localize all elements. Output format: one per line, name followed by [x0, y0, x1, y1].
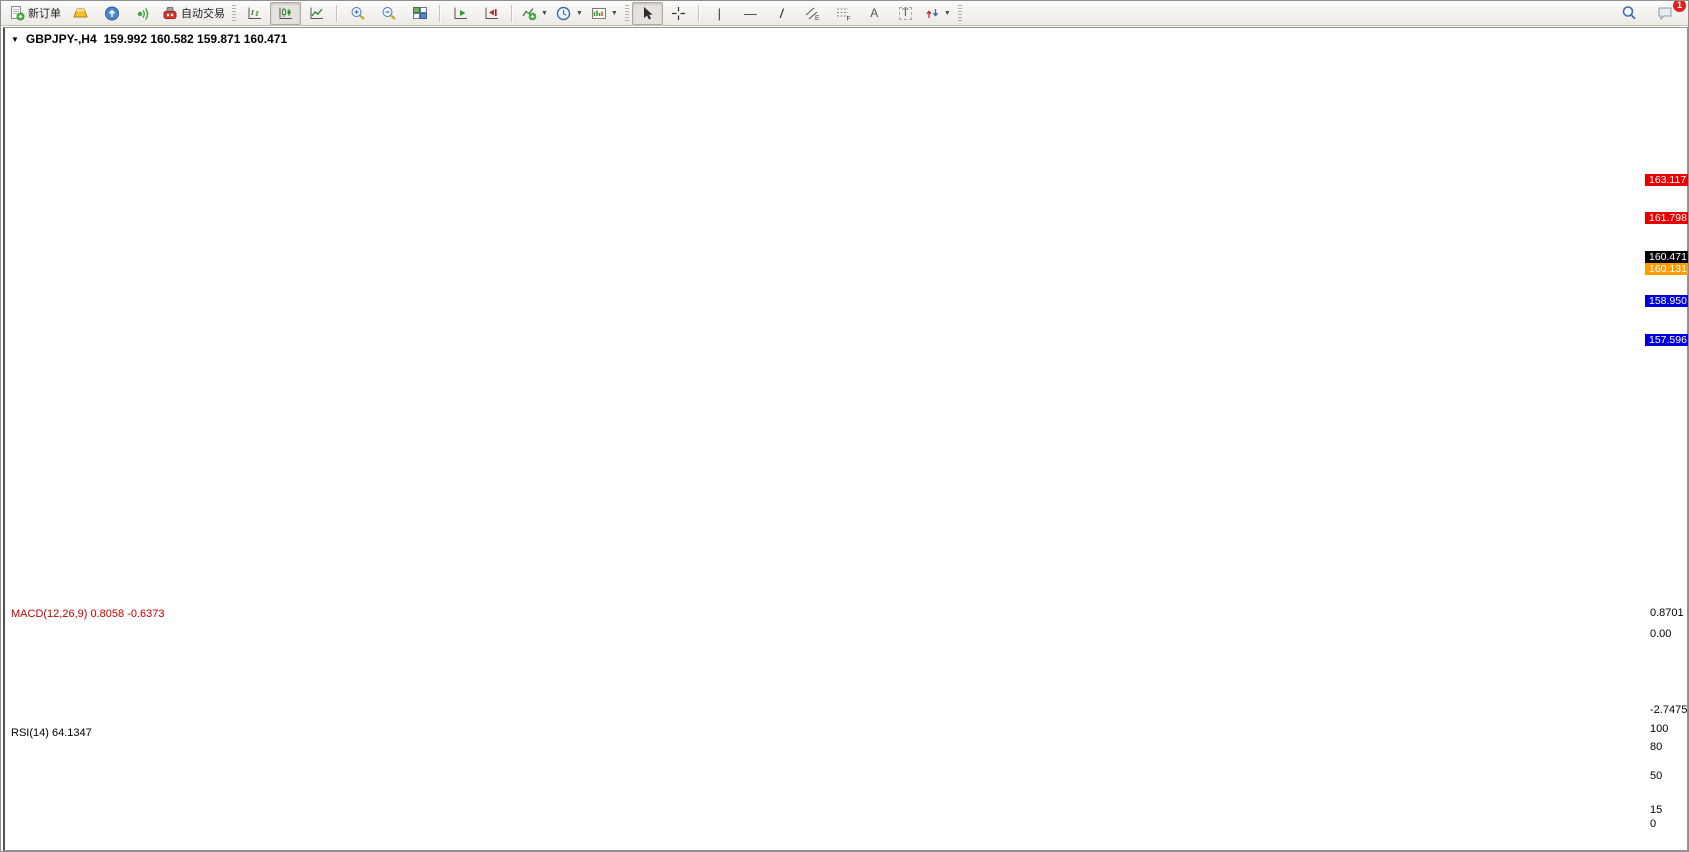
toolbar-separator [336, 4, 338, 22]
trendline-icon: / [778, 5, 784, 21]
templates-icon [591, 7, 606, 19]
community-chat-button[interactable]: 1 [1650, 1, 1686, 25]
periods-button[interactable]: ▼ [552, 2, 587, 25]
fibonacci-tool-button[interactable]: F [828, 2, 859, 25]
zoom-out-icon [382, 6, 396, 20]
vertical-line-icon: | [717, 5, 721, 21]
rsi-axis-80: 80 [1650, 741, 1663, 753]
chart-plot-area[interactable] [9, 29, 1642, 831]
arrows-dropdown-caret: ▼ [943, 9, 951, 17]
crosshair-tool-button[interactable] [663, 2, 694, 25]
auto-trading-label: 自动交易 [181, 8, 225, 20]
toolbar-grip [624, 4, 629, 22]
publish-icon [104, 6, 119, 20]
fibonacci-icon: F [836, 8, 850, 21]
text-label-icon: T [898, 6, 912, 20]
indicators-icon [522, 7, 537, 20]
bar-chart-button[interactable] [239, 2, 270, 25]
candlestick-chart-icon [279, 7, 292, 19]
search-button[interactable] [1613, 2, 1644, 25]
indicators-dropdown-caret: ▼ [541, 9, 548, 17]
chart-title-overlay: ▼ GBPJPY-,H4 159.992 160.582 159.871 160… [11, 32, 287, 46]
sounds-icon [137, 7, 148, 20]
svg-text:F: F [846, 15, 850, 21]
chart-window-frame [3, 27, 1688, 851]
equidistant-channel-icon: E [805, 7, 820, 21]
horizontal-line-icon: — [743, 5, 757, 21]
notification-badge: 1 [1673, 1, 1686, 12]
cursor-tool-button[interactable] [631, 1, 663, 25]
periods-dropdown-caret: ▼ [575, 9, 583, 17]
candlestick-chart-button[interactable] [270, 1, 301, 25]
hline-price-label-resistance-1: 163.117 [1645, 174, 1688, 186]
rsi-axis-100: 100 [1650, 723, 1669, 735]
symbol-dropdown-caret[interactable]: ▼ [11, 34, 19, 44]
main-toolbar: 新订单 自动交易 [1, 1, 1688, 26]
hline-price-label-support-1: 158.950 [1645, 295, 1688, 307]
vertical-line-tool-button[interactable]: | [704, 2, 735, 25]
chart-ohlc-values: 159.992 160.582 159.871 160.471 [103, 32, 288, 46]
chart-symbol-period: GBPJPY-,H4 [25, 32, 97, 46]
new-order-icon [11, 5, 25, 20]
macd-indicator-label: MACD(12,26,9) 0.8058 -0.6373 [11, 608, 165, 620]
rsi-indicator-label: RSI(14) 64.1347 [11, 727, 92, 739]
zoom-in-button[interactable] [342, 2, 373, 25]
line-chart-button[interactable] [301, 2, 332, 25]
line-chart-icon [310, 7, 323, 19]
trendline-tool-button[interactable]: / [766, 2, 797, 25]
indicators-button[interactable]: ▼ [517, 2, 552, 25]
macd-axis-zero: 0.00 [1650, 628, 1672, 640]
tile-windows-button[interactable] [404, 2, 435, 25]
toolbar-separator [511, 4, 513, 22]
auto-trading-button[interactable]: 自动交易 [158, 2, 229, 25]
toolbar-separator [439, 4, 441, 22]
current-price-label: 160.471 [1645, 251, 1688, 263]
macd-axis-min: -2.7475 [1650, 704, 1688, 716]
auto-trading-icon [163, 7, 177, 19]
new-order-label: 新订单 [28, 8, 61, 20]
svg-text:E: E [815, 15, 820, 21]
publish-button[interactable] [96, 2, 127, 25]
horizontal-line-tool-button[interactable]: — [735, 2, 766, 25]
toolbar-grip [957, 4, 962, 22]
periods-clock-icon [556, 6, 571, 20]
toolbar-grip [232, 4, 236, 22]
tile-windows-icon [412, 6, 427, 19]
channel-tool-button[interactable]: E [797, 2, 828, 25]
templates-button[interactable]: ▼ [587, 2, 622, 25]
auto-scroll-button[interactable] [445, 2, 476, 25]
crosshair-icon [671, 6, 685, 20]
sounds-button[interactable] [127, 2, 158, 25]
cursor-icon [643, 6, 653, 19]
toolbar-right-group: 1 [1613, 1, 1686, 25]
hline-price-label-support-2: 157.596 [1645, 334, 1688, 346]
macd-axis-max: 0.8701 [1650, 607, 1684, 619]
new-order-button[interactable]: 新订单 [6, 2, 65, 25]
toolbar-separator [697, 4, 700, 22]
chat-bubble-icon [1658, 7, 1672, 20]
arrows-tool-button[interactable]: ▼ [921, 2, 955, 25]
text-label-tool-button[interactable]: T [890, 2, 921, 25]
text-tool-icon: A [870, 6, 879, 20]
text-tool-button[interactable]: A [859, 2, 890, 25]
chart-shift-icon [485, 7, 498, 19]
rsi-axis-50: 50 [1650, 770, 1663, 782]
auto-scroll-icon [454, 7, 467, 19]
hline-price-label-pivot: 160.131 [1645, 263, 1688, 275]
chart-shift-button[interactable] [476, 2, 507, 25]
rsi-axis-15: 15 [1650, 804, 1663, 816]
hline-price-label-resistance-2: 161.798 [1645, 212, 1688, 224]
search-icon [1622, 6, 1636, 20]
gold-ingot-icon [73, 8, 88, 18]
templates-dropdown-caret: ▼ [610, 9, 618, 17]
arrows-tool-icon [926, 8, 938, 18]
bar-chart-icon [248, 7, 261, 19]
zoom-out-button[interactable] [373, 2, 404, 25]
rsi-axis-0: 0 [1650, 818, 1657, 830]
gold-chart-button[interactable] [65, 2, 96, 25]
zoom-in-icon [351, 6, 365, 20]
